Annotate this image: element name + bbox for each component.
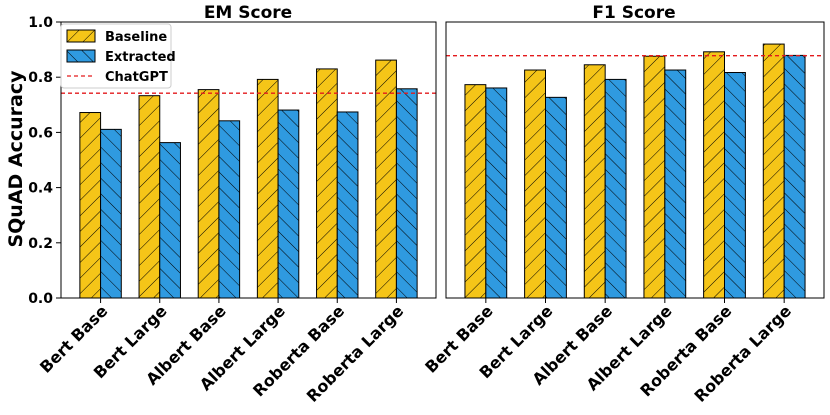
y-tick-label: 0.4	[28, 181, 53, 197]
em-bars	[79, 59, 418, 303]
legend-swatch-baseline-hatch	[67, 30, 95, 42]
f1-bar-hatch-extracted-bert-large	[545, 97, 567, 299]
em-score-panel: EM Score 0.0 0.2 0.4 0.6 0.8 1.0 Bert BaseBer…	[28, 3, 437, 406]
em-bar-hatch-baseline-albert-large	[257, 79, 279, 299]
em-score-title: EM Score	[204, 3, 292, 23]
em-bar-hatch-extracted-bert-base	[100, 129, 122, 298]
y-tick-label: 0.8	[28, 70, 53, 86]
y-tick-label: 0.0	[28, 291, 53, 307]
y-axis-label: SQuAD Accuracy	[5, 70, 27, 248]
em-bar-hatch-baseline-roberta-large	[375, 60, 397, 299]
em-bar-hatch-extracted-albert-base	[218, 120, 240, 298]
y-tick-label: 0.2	[28, 236, 53, 252]
em-bar-hatch-extracted-bert-large	[159, 142, 181, 298]
f1-plot-frame	[445, 21, 825, 299]
f1-bar-hatch-extracted-roberta-large	[784, 55, 806, 299]
em-bar-hatch-extracted-albert-large	[278, 110, 299, 298]
legend-label-extracted: Extracted	[105, 50, 176, 65]
f1-bar-hatch-extracted-albert-base	[605, 79, 627, 299]
f1-bar-hatch-extracted-bert-base	[485, 87, 507, 299]
em-plot-frame	[60, 21, 437, 299]
em-bar-hatch-baseline-roberta-base	[316, 68, 338, 298]
f1-bar-hatch-baseline-albert-large	[643, 56, 665, 298]
f1-bar-hatch-baseline-roberta-base	[703, 51, 725, 298]
em-y-ticks: 0.0 0.2 0.4 0.6 0.8 1.0	[28, 15, 61, 307]
f1-bars	[464, 43, 806, 303]
em-bar-hatch-baseline-albert-base	[198, 89, 219, 299]
legend-label-chatgpt: ChatGPT	[105, 70, 168, 85]
y-tick-label: 1.0	[28, 15, 53, 31]
f1-bar-hatch-baseline-bert-base	[464, 84, 486, 298]
legend-swatch-extracted-hatch	[67, 50, 95, 62]
legend: Baseline Extracted ChatGPT	[60, 23, 176, 89]
em-bar-hatch-extracted-roberta-base	[337, 111, 358, 298]
y-tick-label: 0.6	[28, 125, 53, 141]
em-bar-hatch-baseline-bert-large	[139, 95, 160, 298]
f1-bar-hatch-extracted-albert-large	[664, 70, 686, 298]
em-bar-hatch-baseline-bert-base	[79, 112, 101, 298]
f1-bar-hatch-baseline-bert-large	[524, 70, 546, 298]
f1-bar-hatch-extracted-roberta-base	[724, 72, 746, 299]
f1-bar-hatch-baseline-albert-base	[584, 64, 606, 298]
f1-bar-hatch-baseline-roberta-large	[763, 44, 785, 298]
legend-label-baseline: Baseline	[105, 30, 167, 45]
em-bar-hatch-extracted-roberta-large	[396, 88, 418, 299]
f1-score-title: F1 Score	[592, 3, 675, 23]
